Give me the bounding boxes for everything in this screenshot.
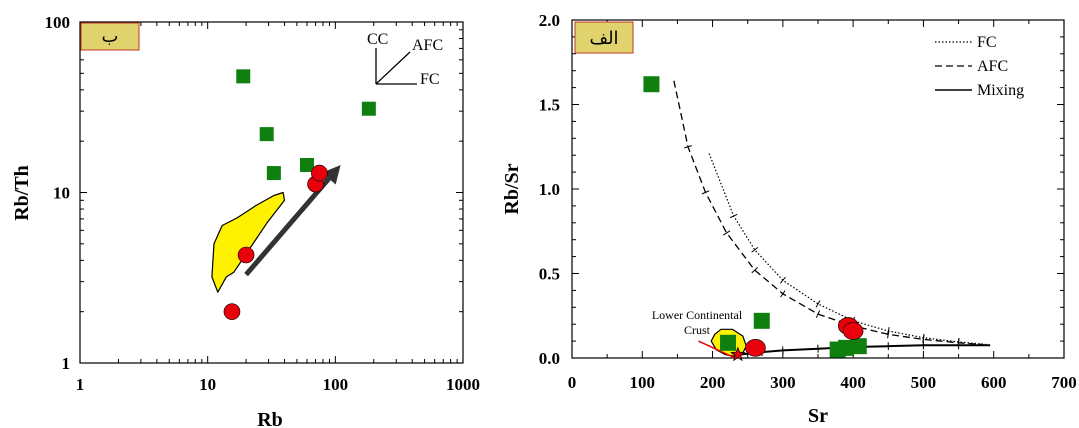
- afc-curve-tick: [887, 330, 890, 339]
- right-legend: FC AFC Mixing: [935, 34, 1024, 99]
- right-badge-label: الف: [589, 28, 618, 49]
- left-y-tick-label: 100: [45, 13, 71, 32]
- fc-curve-tick: [815, 300, 821, 308]
- left-x-tick-label: 1: [76, 375, 85, 394]
- right-panel-badge: الف: [574, 21, 634, 54]
- crust-red-line: [698, 340, 736, 359]
- crust-star-marker: [730, 346, 746, 362]
- fc-curve-tick: [751, 247, 759, 253]
- left-data-points: [223, 69, 376, 320]
- left-y-axis-label: Rb/Th: [11, 165, 33, 221]
- afc-curve-tick: [683, 145, 692, 149]
- left-trend-arrow: [244, 164, 341, 277]
- right-x-tick-label: 400: [840, 373, 866, 392]
- right-green-square-point: [643, 76, 660, 93]
- left-field-polygon: [211, 191, 286, 293]
- right-x-tick-label: 200: [700, 373, 726, 392]
- left-x-tick-label: 10: [199, 375, 216, 394]
- right-data-points: [643, 76, 867, 358]
- left-red-circle-point: [311, 164, 328, 182]
- vector-afc-label: AFC: [412, 37, 443, 54]
- left-panel-rb-rbth: 1 10 100 1000 1 10 100 CC AFC FC ب Rb Rb/Th: [11, 13, 480, 428]
- left-yellow-field: [211, 191, 286, 293]
- trend-arrow-shaft: [244, 176, 331, 277]
- right-x-tick-label: 700: [1051, 373, 1077, 392]
- trend-arrow-head: [322, 164, 341, 185]
- legend-fc-label: FC: [977, 34, 997, 51]
- right-x-tick-label: 0: [568, 373, 577, 392]
- right-x-tick-label: 600: [981, 373, 1007, 392]
- left-red-circle-point: [223, 303, 241, 320]
- afc-curve-tick: [751, 267, 759, 274]
- left-x-tick-label: 100: [323, 375, 349, 394]
- left-vector-diagram: CC AFC FC: [367, 31, 443, 88]
- legend-afc-label: AFC: [977, 58, 1008, 75]
- right-x-tick-label: 500: [911, 373, 937, 392]
- afc-curve-tick: [780, 290, 786, 298]
- left-y-tick-label: 10: [53, 184, 70, 203]
- right-y-tick-label: 2.0: [539, 11, 560, 30]
- left-green-square-point: [259, 127, 274, 142]
- left-x-axis-label: Rb: [257, 409, 283, 428]
- left-panel-badge: ب: [80, 22, 140, 51]
- right-green-square-point: [720, 334, 737, 351]
- right-y-tick-label: 1.5: [539, 96, 560, 115]
- right-green-square-point: [753, 312, 770, 329]
- afc-curve-tick: [815, 310, 821, 318]
- right-x-tick-label: 300: [770, 373, 796, 392]
- afc-curve: [673, 80, 984, 346]
- right-red-circle-point: [842, 322, 864, 340]
- left-badge-label: ب: [102, 26, 119, 47]
- legend-mixing-label: Mixing: [977, 82, 1024, 99]
- left-y-tick-label: 1: [62, 354, 71, 373]
- left-ticks: 1 10 100 1000 1 10 100: [45, 13, 481, 394]
- fc-curve-tick: [729, 213, 738, 219]
- vector-afc-line: [375, 51, 411, 85]
- vector-fc-label: FC: [420, 71, 440, 88]
- left-badge-bg: [80, 22, 140, 51]
- right-panel-sr-rbsr: 0 100 200 300 400 500 600 700 0.0 0.5 1.0 1.5 2.0 Lo…: [501, 11, 1077, 427]
- left-green-square-point: [266, 166, 281, 181]
- right-crust-annotation: Lower Continental Crust: [652, 308, 743, 337]
- left-green-square-point: [300, 157, 315, 172]
- vector-cc-label: CC: [367, 31, 388, 48]
- right-x-axis-label: Sr: [808, 405, 828, 427]
- afc-curve-tick: [701, 190, 710, 195]
- crust-label-line1: Lower Continental: [652, 308, 743, 322]
- left-green-square-point: [236, 69, 251, 84]
- right-y-tick-label: 1.0: [539, 180, 560, 199]
- right-green-square-point: [850, 338, 867, 355]
- left-green-square-point: [361, 101, 376, 116]
- right-ticks: 0 100 200 300 400 500 600 700 0.0 0.5 1.0 1.5 2.0: [539, 11, 1077, 392]
- left-red-circle-point: [237, 246, 255, 264]
- right-y-axis-label: Rb/Sr: [501, 163, 523, 214]
- fc-curve: [708, 153, 987, 346]
- right-badge-bg: [574, 21, 634, 54]
- left-x-tick-label: 1000: [446, 375, 480, 394]
- crust-label-line2: Crust: [684, 323, 711, 337]
- fc-curve-tick: [779, 276, 786, 284]
- afc-curve-tick: [722, 230, 731, 236]
- right-green-square-point: [838, 339, 855, 356]
- right-y-tick-label: 0.0: [539, 349, 560, 368]
- left-plot-frame: [79, 21, 464, 364]
- right-red-circle-point: [745, 339, 766, 357]
- right-y-tick-label: 0.5: [539, 265, 560, 284]
- right-x-tick-label: 100: [630, 373, 656, 392]
